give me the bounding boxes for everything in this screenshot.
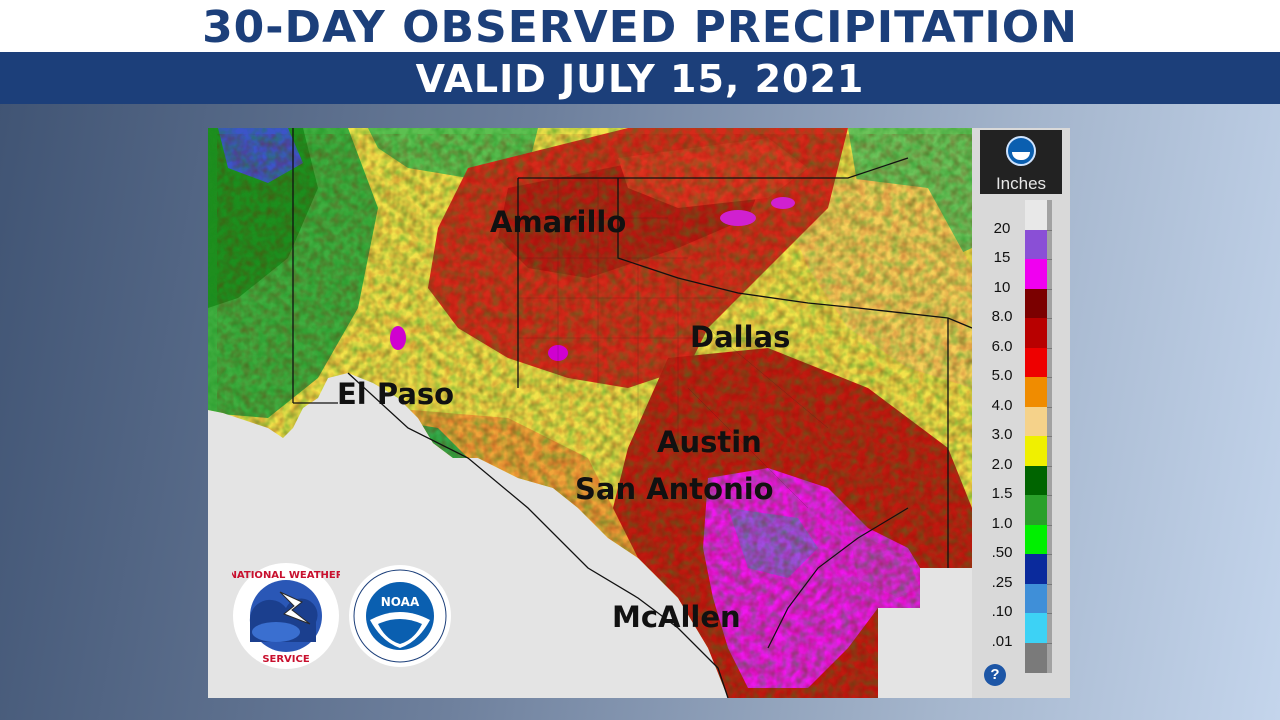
legend-label: .50 xyxy=(991,544,1013,561)
city-label-amarillo: Amarillo xyxy=(490,205,627,239)
precip-legend: Inches 20 15 10 8.0 6.0 5.0 4.0 3.0 2.0 1.5 1.0 .50… xyxy=(972,128,1070,698)
legend-swatch xyxy=(1025,377,1052,408)
legend-label: 15 xyxy=(993,249,1011,266)
legend-label: 10 xyxy=(993,278,1011,296)
legend-swatch xyxy=(1025,318,1052,349)
question-icon[interactable]: ? xyxy=(984,664,1006,686)
legend-label: 4.0 xyxy=(991,396,1013,414)
legend-label: 6.0 xyxy=(991,337,1013,355)
city-label-el-paso: El Paso xyxy=(337,377,455,411)
legend-swatch xyxy=(1025,288,1052,319)
nws-logo: NATIONAL WEATHER SERVICE xyxy=(229,562,344,670)
legend-label: 20 xyxy=(993,219,1011,237)
legend-swatch xyxy=(1025,200,1052,231)
legend-swatch xyxy=(1025,613,1052,644)
city-label-mcallen: McAllen xyxy=(612,600,741,634)
noaa-wordmark: NOAA xyxy=(381,595,420,609)
legend-label: .25 xyxy=(991,573,1013,591)
legend-swatch xyxy=(1025,436,1052,467)
legend-swatch xyxy=(1025,583,1052,614)
legend-label: 2.0 xyxy=(991,455,1013,473)
legend-label: 1.5 xyxy=(991,485,1013,502)
legend-label: 3.0 xyxy=(991,426,1013,443)
city-label-austin: Austin xyxy=(657,425,762,459)
precipitation-map: Amarillo Dallas El Paso Austin San Anton… xyxy=(208,128,1070,698)
noaa-logo: NOAA xyxy=(348,564,452,668)
legend-swatch xyxy=(1025,406,1052,437)
city-label-dallas: Dallas xyxy=(690,320,791,354)
title-band xyxy=(0,0,1280,52)
legend-swatch xyxy=(1025,347,1052,378)
subtitle-band xyxy=(0,52,1280,104)
svg-text:NATIONAL WEATHER: NATIONAL WEATHER xyxy=(232,570,340,581)
svg-text:SERVICE: SERVICE xyxy=(262,654,310,665)
legend-label: 5.0 xyxy=(991,367,1013,384)
legend-swatch xyxy=(1025,554,1052,585)
precip-map-graphic xyxy=(208,128,972,698)
legend-swatch xyxy=(1025,465,1052,496)
legend-swatch xyxy=(1025,259,1052,290)
legend-swatch xyxy=(1025,524,1052,555)
city-label-san-antonio: San Antonio xyxy=(575,472,774,506)
legend-label: .01 xyxy=(991,632,1013,650)
page-subtitle: VALID JULY 15, 2021 xyxy=(415,57,865,101)
page-title: 30-DAY OBSERVED PRECIPITATION xyxy=(202,2,1078,53)
legend-swatch xyxy=(1025,495,1052,526)
legend-header: Inches xyxy=(980,130,1062,194)
legend-unit-label: Inches xyxy=(995,174,1047,193)
legend-swatch xyxy=(1025,229,1052,260)
legend-swatch xyxy=(1025,642,1052,673)
legend-label: 1.0 xyxy=(991,514,1013,532)
noaa-mini-icon xyxy=(1006,136,1036,166)
legend-label: 8.0 xyxy=(991,308,1013,325)
legend-label: .10 xyxy=(991,603,1013,620)
